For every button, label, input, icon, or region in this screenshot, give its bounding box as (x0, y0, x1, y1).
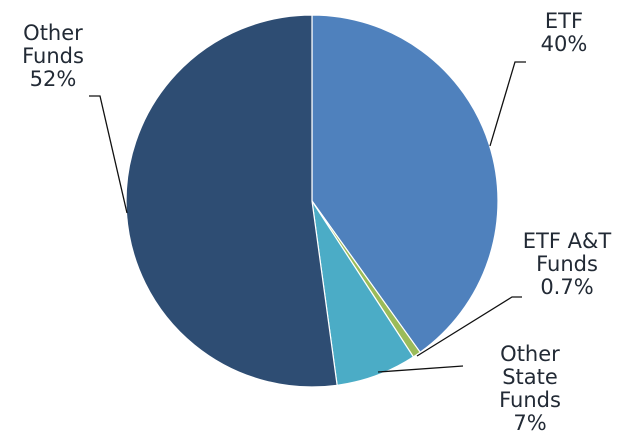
slice-value-label: 7% (513, 411, 546, 435)
slice-label-etf: ETF 40% (541, 9, 588, 56)
leader-line-etf (489, 61, 526, 147)
slice-labels: ETF 40%ETF A&T Funds 0.7%Other State Funds 7%O… (22, 9, 611, 435)
slice-name-label: Other (23, 21, 83, 45)
leader-lines (89, 61, 526, 373)
pie-slice-etf (311, 14, 499, 354)
slice-name-label: ETF A&T (523, 229, 612, 253)
slice-name-label: State (502, 365, 558, 389)
slice-label-other-state-funds: Other State Funds 7% (499, 342, 561, 435)
slice-label-etf-a-t-funds: ETF A&T Funds 0.7% (523, 229, 612, 299)
slice-value-label: 0.7% (540, 275, 593, 299)
slice-name-label: ETF (545, 9, 583, 33)
slice-value-label: 52% (30, 67, 77, 91)
slice-name-label: Funds (536, 252, 598, 276)
leader-line-other-state-funds (377, 365, 464, 373)
leader-line-etf-a-t-funds (416, 296, 522, 357)
slice-label-other-funds: Other Funds 52% (22, 21, 84, 91)
leader-line-other-funds (89, 95, 128, 214)
pie-slice-other-funds (125, 14, 338, 388)
slice-name-label: Funds (499, 388, 561, 412)
slice-name-label: Funds (22, 44, 84, 68)
slice-value-label: 40% (541, 32, 588, 56)
slice-name-label: Other (500, 342, 560, 366)
pie-slices (125, 14, 499, 388)
